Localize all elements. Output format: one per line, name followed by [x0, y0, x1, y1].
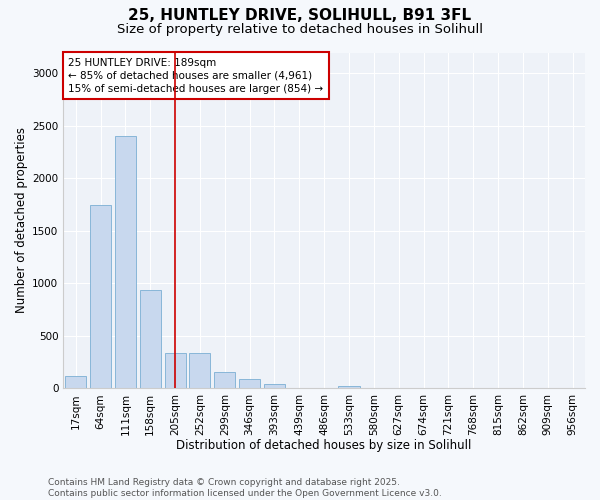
Bar: [115, 136, 136, 388]
Bar: [264, 384, 285, 388]
Bar: [65, 376, 86, 388]
Y-axis label: Number of detached properties: Number of detached properties: [15, 128, 28, 314]
Bar: [214, 372, 235, 388]
Text: 25, HUNTLEY DRIVE, SOLIHULL, B91 3FL: 25, HUNTLEY DRIVE, SOLIHULL, B91 3FL: [128, 8, 472, 22]
X-axis label: Distribution of detached houses by size in Solihull: Distribution of detached houses by size …: [176, 440, 472, 452]
Bar: [239, 380, 260, 388]
Bar: [338, 386, 359, 388]
Bar: [190, 352, 211, 388]
Text: Contains HM Land Registry data © Crown copyright and database right 2025.
Contai: Contains HM Land Registry data © Crown c…: [48, 478, 442, 498]
Bar: [140, 290, 161, 388]
Bar: [90, 204, 111, 388]
Text: 25 HUNTLEY DRIVE: 189sqm
← 85% of detached houses are smaller (4,961)
15% of sem: 25 HUNTLEY DRIVE: 189sqm ← 85% of detach…: [68, 58, 323, 94]
Text: Size of property relative to detached houses in Solihull: Size of property relative to detached ho…: [117, 22, 483, 36]
Bar: [164, 352, 185, 388]
